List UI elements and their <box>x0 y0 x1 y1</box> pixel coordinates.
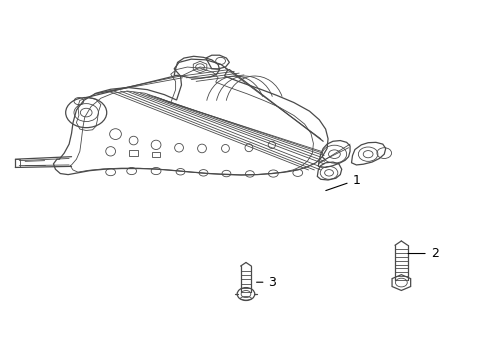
Text: 2: 2 <box>408 247 439 260</box>
Bar <box>129 150 138 156</box>
Polygon shape <box>49 60 347 179</box>
Text: 1: 1 <box>326 174 360 190</box>
Bar <box>152 152 160 157</box>
Text: 3: 3 <box>257 276 276 289</box>
